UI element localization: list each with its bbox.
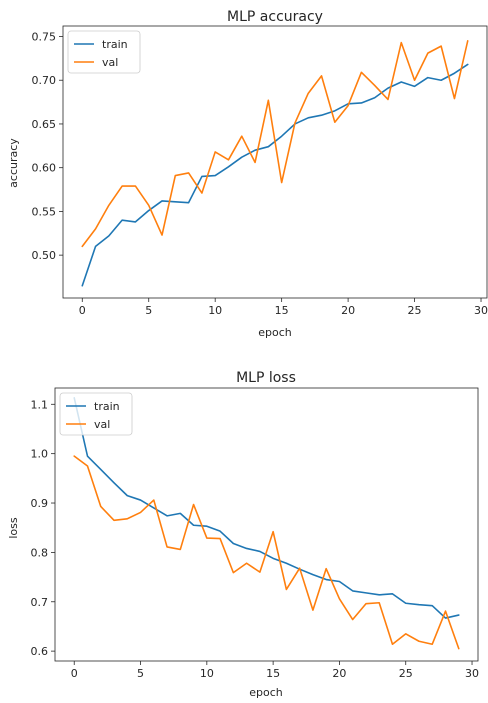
accuracy-y-tick-label: 0.55 <box>32 205 57 218</box>
loss-x-tick-label: 15 <box>266 667 280 680</box>
loss-axes-frame <box>54 387 479 662</box>
accuracy-y-tick-label: 0.60 <box>32 162 57 175</box>
accuracy-y-tick-label: 0.75 <box>32 30 57 43</box>
loss-x-tick-label: 30 <box>465 667 479 680</box>
accuracy-chart-title: MLP accuracy <box>227 9 323 25</box>
accuracy-series-train-line <box>81 63 469 287</box>
loss-legend-label-train: train <box>94 400 120 413</box>
loss-series-val-line <box>73 455 460 650</box>
loss-legend-label-val: val <box>94 418 110 431</box>
accuracy-x-tick-label: 25 <box>408 304 422 317</box>
accuracy-y-tick-label: 0.65 <box>32 118 57 131</box>
loss-chart-title: MLP loss <box>236 370 296 386</box>
accuracy-x-tick-label: 5 <box>145 304 152 317</box>
accuracy-axes-frame <box>62 25 488 299</box>
loss-chart-ylabel: loss <box>7 517 20 539</box>
accuracy-chart-ylabel: accuracy <box>7 138 20 188</box>
accuracy-x-tick-label: 10 <box>208 304 222 317</box>
accuracy-x-tick-label: 15 <box>275 304 289 317</box>
loss-x-tick-label: 10 <box>200 667 214 680</box>
loss-y-tick-label: 1.1 <box>31 398 49 411</box>
loss-y-tick-label: 0.8 <box>31 546 49 559</box>
loss-y-tick-label: 0.6 <box>31 645 49 658</box>
loss-chart: MLP loss epoch loss 0 5 10 15 20 25 30 0.6 0.7 0.… <box>7 370 479 699</box>
accuracy-y-tick-label: 0.70 <box>32 74 57 87</box>
accuracy-x-tick-label: 30 <box>474 304 488 317</box>
loss-series-train-line <box>73 397 460 619</box>
loss-y-tick-label: 0.9 <box>31 497 49 510</box>
accuracy-x-tick-label: 20 <box>341 304 355 317</box>
accuracy-series-val-line <box>81 40 469 248</box>
loss-x-tick-label: 5 <box>137 667 144 680</box>
accuracy-y-tick-label: 0.50 <box>32 249 57 262</box>
loss-x-tick-label: 25 <box>399 667 413 680</box>
loss-x-tick-label: 20 <box>332 667 346 680</box>
loss-chart-xlabel: epoch <box>249 686 283 699</box>
accuracy-x-tick-label: 0 <box>79 304 86 317</box>
accuracy-chart-xlabel: epoch <box>258 326 292 339</box>
loss-y-tick-label: 1.0 <box>31 448 49 461</box>
accuracy-chart: MLP accuracy epoch accuracy 0 5 10 15 20 25 30… <box>7 9 488 339</box>
accuracy-legend-label-val: val <box>102 56 118 69</box>
loss-y-tick-label: 0.7 <box>31 596 49 609</box>
loss-x-tick-label: 0 <box>71 667 78 680</box>
accuracy-legend-label-train: train <box>102 38 128 51</box>
